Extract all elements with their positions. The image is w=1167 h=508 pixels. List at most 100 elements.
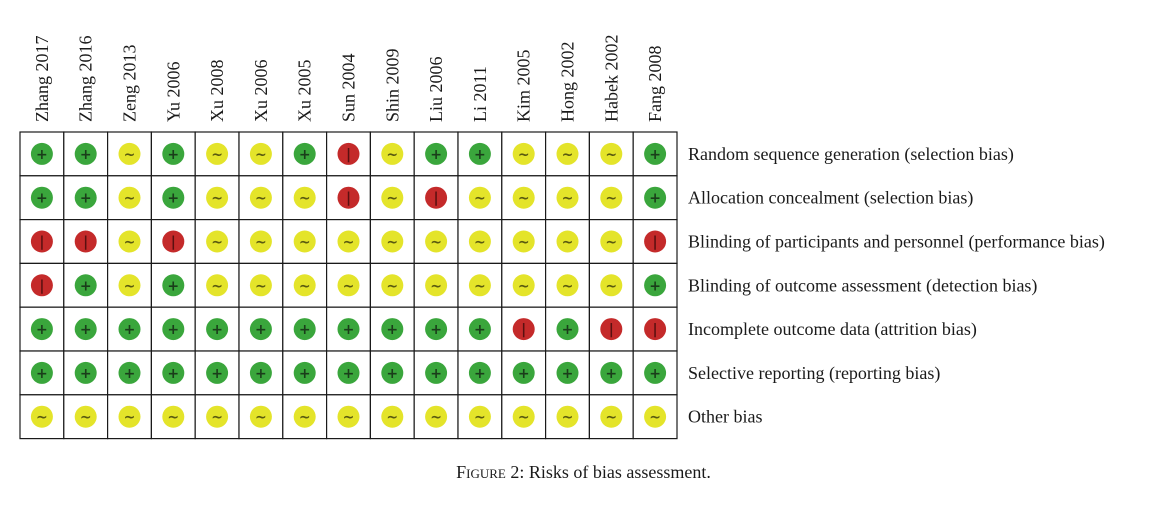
- grid-cell: [457, 306, 503, 352]
- judgement-symbol: ~: [211, 410, 223, 426]
- judgement-unclear: [293, 230, 316, 253]
- judgement-low: [468, 318, 491, 341]
- judgement-unclear: [206, 405, 229, 428]
- judgement-low: [30, 186, 53, 209]
- judgement-symbol: +: [255, 322, 267, 338]
- judgement-symbol: +: [299, 322, 311, 338]
- judgement-symbol: ~: [255, 278, 267, 294]
- judgement-symbol: +: [649, 366, 661, 382]
- judgement-high: [644, 318, 667, 341]
- judgement-symbol: +: [167, 278, 179, 294]
- judgement-symbol: +: [605, 366, 617, 382]
- judgement-low: [118, 318, 141, 341]
- judgement-symbol: +: [343, 366, 355, 382]
- judgement-symbol: ~: [255, 235, 267, 251]
- judgement-unclear: [600, 186, 623, 209]
- judgement-unclear: [556, 274, 579, 297]
- judgement-unclear: [249, 274, 272, 297]
- judgement-symbol: |: [434, 191, 439, 207]
- judgement-symbol: ~: [562, 235, 574, 251]
- domain-label: Random sequence generation (selection bi…: [688, 144, 1014, 165]
- judgement-unclear: [425, 230, 448, 253]
- judgement-symbol: +: [343, 322, 355, 338]
- judgement-low: [425, 142, 448, 165]
- judgement-symbol: |: [653, 322, 658, 338]
- judgement-symbol: +: [474, 147, 486, 163]
- figure-caption: Figure 2: Risks of bias assessment.: [0, 462, 1167, 483]
- judgement-low: [162, 186, 185, 209]
- grid-cell: [238, 350, 284, 396]
- judgement-unclear: [206, 274, 229, 297]
- judgement-symbol: ~: [386, 191, 398, 207]
- judgement-symbol: ~: [36, 410, 48, 426]
- judgement-symbol: +: [80, 322, 92, 338]
- judgement-symbol: ~: [474, 278, 486, 294]
- judgement-low: [30, 361, 53, 384]
- judgement-symbol: ~: [649, 410, 661, 426]
- judgement-high: [337, 186, 360, 209]
- study-label: Xu 2008: [207, 60, 227, 123]
- judgement-symbol: |: [346, 191, 351, 207]
- judgement-low: [644, 361, 667, 384]
- judgement-low: [74, 142, 97, 165]
- judgement-unclear: [600, 142, 623, 165]
- judgement-symbol: ~: [386, 278, 398, 294]
- judgement-unclear: [206, 186, 229, 209]
- judgement-unclear: [293, 186, 316, 209]
- judgement-unclear: [249, 142, 272, 165]
- judgement-symbol: ~: [299, 410, 311, 426]
- judgement-unclear: [600, 230, 623, 253]
- grid-cell: [632, 131, 678, 177]
- judgement-symbol: ~: [562, 278, 574, 294]
- judgement-symbol: ~: [255, 410, 267, 426]
- judgement-low: [600, 361, 623, 384]
- judgement-symbol: +: [80, 278, 92, 294]
- judgement-unclear: [337, 405, 360, 428]
- judgement-symbol: |: [171, 235, 176, 251]
- judgement-unclear: [468, 274, 491, 297]
- judgement-low: [206, 318, 229, 341]
- judgement-symbol: +: [167, 366, 179, 382]
- judgement-low: [381, 361, 404, 384]
- judgement-symbol: ~: [518, 235, 530, 251]
- judgement-low: [118, 361, 141, 384]
- judgement-low: [468, 142, 491, 165]
- judgement-symbol: ~: [386, 410, 398, 426]
- judgement-symbol: |: [39, 235, 44, 251]
- judgement-symbol: ~: [343, 235, 355, 251]
- judgement-symbol: ~: [211, 147, 223, 163]
- judgement-low: [337, 318, 360, 341]
- judgement-symbol: ~: [562, 191, 574, 207]
- study-label: Zhang 2016: [76, 36, 96, 122]
- judgement-unclear: [512, 405, 535, 428]
- judgement-low: [556, 361, 579, 384]
- judgement-unclear: [512, 274, 535, 297]
- study-label: Kim 2005: [514, 49, 534, 122]
- judgement-low: [162, 142, 185, 165]
- judgement-symbol: ~: [124, 235, 136, 251]
- judgement-symbol: |: [609, 322, 614, 338]
- judgement-symbol: ~: [430, 278, 442, 294]
- judgement-symbol: ~: [474, 235, 486, 251]
- judgement-symbol: ~: [605, 278, 617, 294]
- judgement-unclear: [118, 186, 141, 209]
- judgement-symbol: ~: [562, 410, 574, 426]
- judgement-symbol: +: [167, 191, 179, 207]
- judgement-symbol: +: [386, 366, 398, 382]
- judgement-unclear: [468, 230, 491, 253]
- study-label: Shin 2009: [382, 48, 402, 122]
- judgement-high: [600, 318, 623, 341]
- judgement-unclear: [425, 274, 448, 297]
- judgement-unclear: [293, 274, 316, 297]
- judgement-symbol: +: [80, 366, 92, 382]
- judgement-unclear: [337, 230, 360, 253]
- judgement-symbol: +: [211, 366, 223, 382]
- study-label: Liu 2006: [426, 57, 446, 123]
- judgement-low: [206, 361, 229, 384]
- judgement-symbol: ~: [430, 410, 442, 426]
- judgement-low: [644, 142, 667, 165]
- judgement-symbol: +: [430, 366, 442, 382]
- judgement-high: [30, 274, 53, 297]
- judgement-symbol: ~: [124, 410, 136, 426]
- judgement-low: [644, 274, 667, 297]
